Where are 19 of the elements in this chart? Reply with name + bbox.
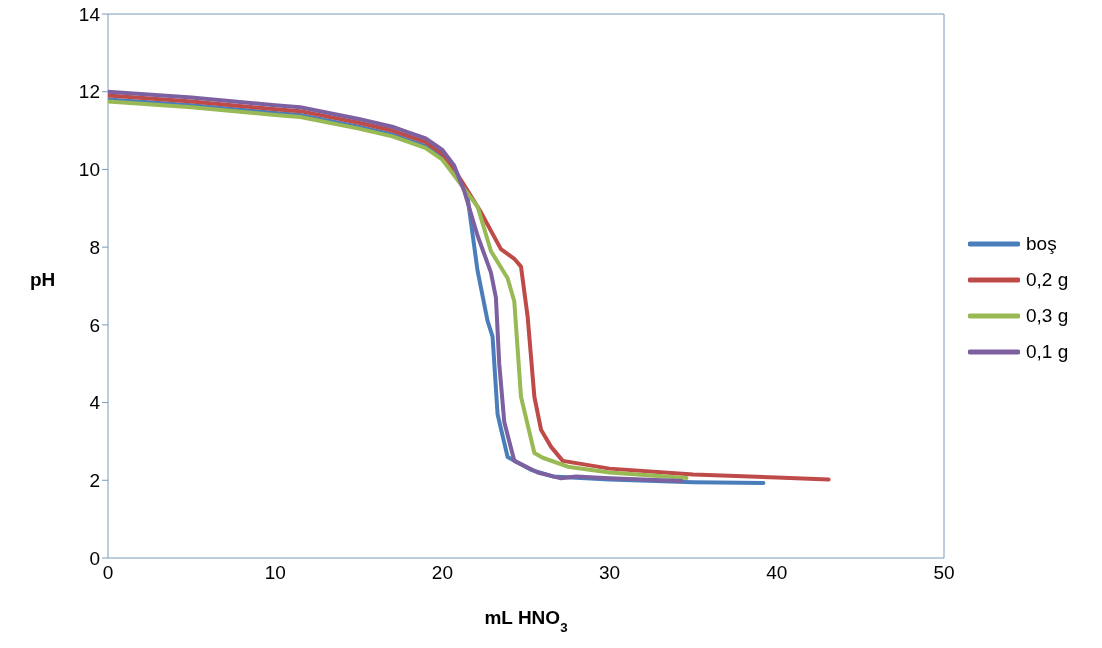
x-axis-title: mL HNO$_{3}$: [484, 607, 568, 635]
y-tick-label: 12: [78, 81, 100, 103]
y-tick-label: 10: [78, 159, 100, 181]
y-tick-label: 8: [89, 236, 100, 258]
y-tick-label: 4: [89, 392, 101, 414]
legend-label: 0,3 g: [1026, 305, 1069, 327]
x-tick-label: 50: [933, 562, 955, 584]
y-axis-title: pH: [30, 269, 56, 290]
y-tick-label: 2: [89, 470, 100, 492]
y-tick-label: 0: [89, 547, 100, 569]
y-tick-label: 6: [89, 314, 100, 336]
x-tick-label: 20: [431, 562, 453, 584]
x-tick-label: 30: [599, 562, 621, 584]
legend-label: 0,2 g: [1026, 269, 1069, 291]
legend-label: boş: [1026, 233, 1057, 255]
x-tick-label: 40: [766, 562, 788, 584]
legend-label: 0,1 g: [1026, 341, 1069, 363]
y-tick-label: 14: [78, 3, 101, 25]
x-tick-label: 10: [264, 562, 286, 584]
